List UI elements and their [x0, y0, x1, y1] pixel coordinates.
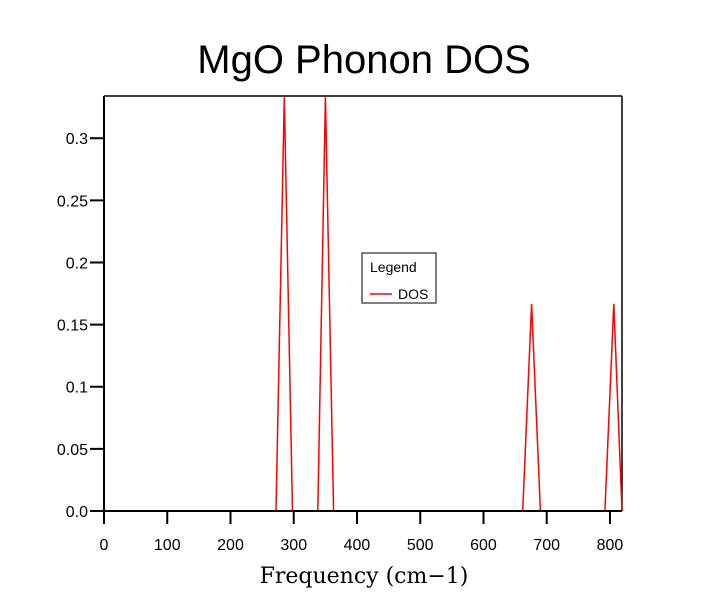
chart-title: MgO Phonon DOS [197, 38, 531, 82]
plot-frame [104, 95, 623, 511]
x-tick-label: 400 [344, 537, 371, 554]
x-tick-label: 500 [407, 537, 434, 554]
y-tick-label: 0.05 [57, 442, 88, 459]
series-layer [104, 97, 623, 512]
x-tick-label: 800 [597, 537, 624, 554]
y-tick-label: 0.0 [66, 504, 88, 521]
y-tick-label: 0.15 [57, 318, 88, 335]
legend-entry-dos: DOS [398, 286, 428, 302]
x-axis-label: Frequency (cm−1) [260, 564, 469, 589]
legend-title: Legend [370, 259, 417, 275]
y-axis: 0.0 0.05 0.1 0.15 0.2 0.25 0.3 [57, 96, 105, 524]
x-tick-label: 0 [100, 537, 109, 554]
series-line-dos [104, 97, 623, 512]
x-tick-label: 100 [154, 537, 181, 554]
legend: Legend DOS [361, 252, 437, 304]
x-tick-label: 600 [470, 537, 497, 554]
y-tick-label: 0.3 [66, 131, 88, 148]
x-tick-label: 300 [280, 537, 307, 554]
y-tick-label: 0.25 [57, 193, 88, 210]
x-tick-label: 700 [533, 537, 560, 554]
y-tick-label: 0.1 [66, 380, 88, 397]
x-tick-label: 200 [217, 537, 244, 554]
y-tick-label: 0.2 [66, 255, 88, 272]
x-axis: 0 100 200 300 400 500 600 700 800 [100, 510, 624, 554]
